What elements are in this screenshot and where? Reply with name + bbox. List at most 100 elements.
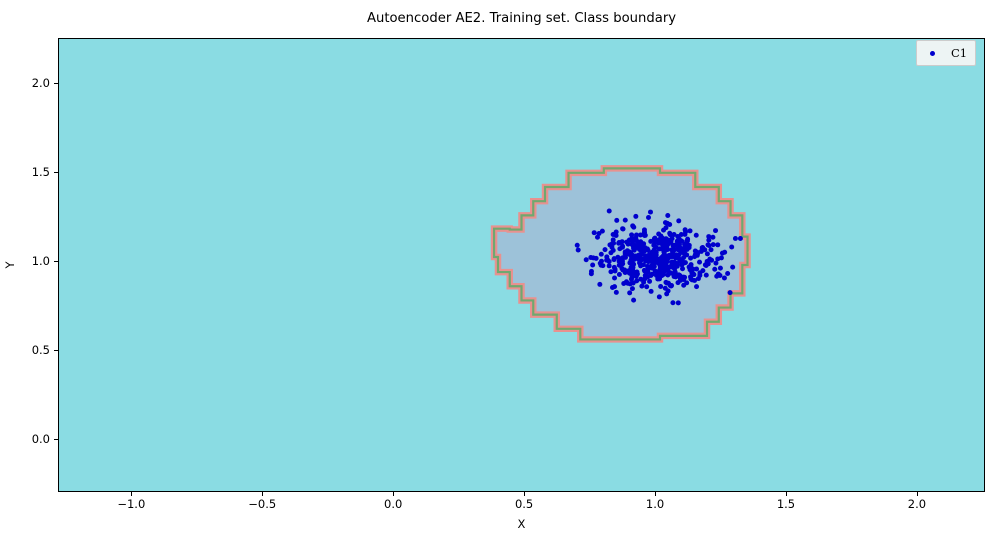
scatter-point (602, 247, 608, 253)
scatter-point (624, 239, 630, 245)
scatter-point (639, 256, 645, 262)
scatter-point (606, 259, 612, 265)
scatter-point (713, 228, 719, 234)
scatter-point (670, 300, 676, 306)
scatter-point (705, 260, 710, 266)
scatter-point (594, 234, 600, 240)
x-tick-mark (655, 492, 657, 496)
y-tick-mark (54, 349, 58, 351)
scatter-point (655, 275, 661, 281)
scatter-point (639, 283, 645, 289)
scatter-point (611, 264, 617, 270)
scatter-point (608, 250, 614, 256)
scatter-point (721, 275, 727, 281)
scatter-point (679, 238, 685, 244)
plot-axes-area (58, 38, 985, 492)
scatter-point (633, 232, 639, 238)
scatter-point (669, 259, 675, 265)
scatter-point (715, 256, 721, 262)
scatter-point (687, 228, 693, 234)
x-tick-mark (524, 492, 526, 496)
scatter-point (688, 262, 694, 268)
scatter-point (713, 260, 719, 266)
scatter-point (666, 252, 672, 258)
y-tick-label: 0.5 (31, 342, 50, 357)
y-tick-label: 1.0 (31, 253, 50, 268)
scatter-point (725, 270, 731, 276)
scatter-point (671, 232, 677, 238)
scatter-point (661, 227, 667, 233)
scatter-point (588, 268, 594, 274)
scatter-point (665, 268, 671, 274)
scatter-point (695, 276, 701, 282)
scatter-point (656, 294, 662, 300)
scatter-point (682, 231, 688, 237)
scatter-point (712, 266, 718, 272)
scatter-point (620, 261, 626, 267)
scatter-point (606, 208, 612, 214)
scatter-point (715, 242, 721, 248)
x-axis-label: X (517, 517, 526, 531)
scatter-point (675, 300, 681, 306)
scatter-point (646, 214, 652, 220)
scatter-point (663, 264, 669, 270)
scatter-point (631, 297, 637, 303)
scatter-point (651, 242, 657, 248)
y-tick-label: 1.5 (31, 164, 50, 179)
scatter-point (583, 257, 589, 263)
scatter-point (665, 272, 671, 278)
scatter-point (719, 250, 725, 256)
scatter-point (732, 235, 738, 241)
scatter-point (662, 247, 668, 253)
scatter-point (638, 232, 644, 238)
x-tick-label: −0.5 (248, 497, 277, 511)
scatter-point (662, 220, 668, 226)
scatter-point (673, 252, 679, 258)
scatter-point (693, 232, 699, 238)
scatter-point (613, 289, 619, 295)
scatter-point (672, 269, 678, 275)
scatter-point (609, 241, 615, 247)
chart-title: Autoencoder AE2. Training set. Class bou… (366, 11, 677, 26)
scatter-point (662, 285, 668, 291)
scatter-point (715, 271, 721, 277)
scatter-point (710, 234, 716, 240)
scatter-point (727, 290, 733, 296)
scatter-point (611, 256, 617, 262)
scatter-point (644, 268, 650, 274)
scatter-point (633, 213, 639, 219)
scatter-point (658, 246, 664, 252)
x-tick-label: −1.0 (117, 497, 146, 511)
scatter-point (690, 266, 696, 272)
scatter-point (690, 270, 696, 276)
scatter-point (590, 255, 596, 261)
decision-boundary-inner-line (492, 167, 749, 341)
scatter-point (677, 273, 683, 279)
legend-marker-c1 (924, 50, 941, 56)
scatter-point (619, 244, 625, 250)
x-tick-mark (262, 492, 264, 496)
scatter-point (630, 223, 636, 229)
scatter-point (678, 232, 684, 238)
scatter-point (694, 266, 700, 272)
scatter-point (645, 259, 651, 265)
scatter-point (637, 260, 643, 266)
scatter-point (692, 252, 698, 258)
legend-box[interactable]: C1 (916, 40, 977, 66)
scatter-point (629, 286, 635, 292)
scatter-point (703, 272, 709, 278)
scatter-point (613, 232, 619, 238)
scatter-point (629, 235, 635, 241)
y-tick-mark (54, 438, 58, 440)
scatter-point (706, 243, 712, 249)
scatter-point (622, 217, 628, 223)
scatter-point (647, 278, 653, 284)
x-tick-label: 0.0 (384, 497, 403, 511)
scatter-point (656, 231, 662, 237)
scatter-point (730, 264, 736, 270)
scatter-point (663, 236, 669, 242)
scatter-point (677, 245, 683, 251)
scatter-point (697, 259, 703, 265)
scatter-point (648, 238, 654, 244)
